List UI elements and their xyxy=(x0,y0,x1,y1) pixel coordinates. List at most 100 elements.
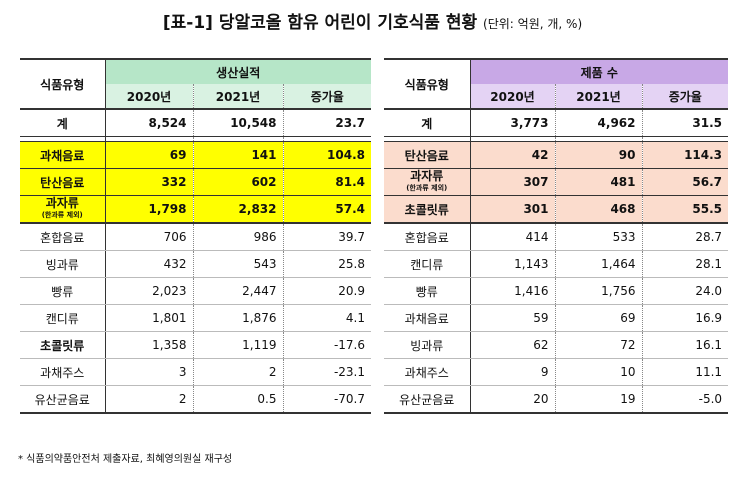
cell-value: 16.9 xyxy=(641,304,729,332)
cell-value: 114.3 xyxy=(641,141,729,169)
cell-value: 307 xyxy=(469,168,555,196)
cell-value: 414 xyxy=(469,223,555,251)
row-type: 혼합음료 xyxy=(384,223,470,251)
cell-value: 1,143 xyxy=(469,250,555,278)
cell-value: 72 xyxy=(554,331,642,359)
row-type: 계 xyxy=(384,109,470,137)
table-row: 빙과류 432 543 25.8 xyxy=(20,250,371,278)
table-row: 과채주스 9 10 11.1 xyxy=(384,358,729,386)
cell-value: 59 xyxy=(469,304,555,332)
footnote: * 식품의약품안전처 제출자료, 최혜영의원실 재구성 xyxy=(18,454,233,465)
row-type: 유산균음료 xyxy=(384,385,470,414)
cell-value: 11.1 xyxy=(641,358,729,386)
row-type: 초콜릿류 xyxy=(384,195,470,224)
column-header: 2021년 xyxy=(192,84,283,110)
cell-value: 69 xyxy=(104,141,193,169)
row-type-main: 과자류 xyxy=(45,196,79,210)
cell-value: 1,416 xyxy=(469,277,555,305)
cell-value: 602 xyxy=(192,168,283,196)
cell-value: 16.1 xyxy=(641,331,729,359)
cell-value: 543 xyxy=(192,250,283,278)
production-table: 식품유형 생산실적 2020년 2021년 증가율 계 8,524 10,548… xyxy=(20,58,371,414)
row-type: 과채주스 xyxy=(384,358,470,386)
row-type: 초콜릿류 xyxy=(20,331,105,359)
total-row: 계 8,524 10,548 23.7 xyxy=(20,109,371,137)
title-main: [표-1] 당알코올 함유 어린이 기호식품 현황 xyxy=(162,13,478,33)
table-row: 과채음료 69 141 104.8 xyxy=(20,141,371,169)
row-type: 계 xyxy=(20,109,105,137)
column-header: 2021년 xyxy=(554,84,642,110)
cell-value: 3,773 xyxy=(469,109,555,137)
row-type: 캔디류 xyxy=(384,250,470,278)
column-header: 2020년 xyxy=(469,84,555,110)
row-type: 과자류 (한과류 제외) xyxy=(384,168,470,196)
cell-value: 1,876 xyxy=(192,304,283,332)
cell-value: 432 xyxy=(104,250,193,278)
cell-value: -17.6 xyxy=(282,331,371,359)
table-row: 혼합음료 414 533 28.7 xyxy=(384,223,729,251)
row-type: 탄산음료 xyxy=(384,141,470,169)
group-header: 생산실적 xyxy=(104,58,371,84)
cell-value: 20 xyxy=(469,385,555,414)
cell-value: 481 xyxy=(554,168,642,196)
cell-value: 533 xyxy=(554,223,642,251)
table-row: 빵류 2,023 2,447 20.9 xyxy=(20,277,371,305)
cell-value: 4,962 xyxy=(554,109,642,137)
row-type: 과자류 (한과류 제외) xyxy=(20,195,105,224)
cell-value: 31.5 xyxy=(641,109,729,137)
table-row: 캔디류 1,801 1,876 4.1 xyxy=(20,304,371,332)
cell-value: 141 xyxy=(192,141,283,169)
row-type: 유산균음료 xyxy=(20,385,105,414)
cell-value: 301 xyxy=(469,195,555,224)
row-type: 빙과류 xyxy=(384,331,470,359)
cell-value: 69 xyxy=(554,304,642,332)
table-row: 탄산음료 42 90 114.3 xyxy=(384,141,729,169)
column-header: 2020년 xyxy=(104,84,193,110)
cell-value: 706 xyxy=(104,223,193,251)
table-row: 초콜릿류 301 468 55.5 xyxy=(384,195,729,224)
table-row: 유산균음료 2 0.5 -70.7 xyxy=(20,385,371,414)
table-row: 과채음료 59 69 16.9 xyxy=(384,304,729,332)
cell-value: 1,756 xyxy=(554,277,642,305)
cell-value: 2,447 xyxy=(192,277,283,305)
cell-value: 0.5 xyxy=(192,385,283,414)
row-type-main: 과자류 xyxy=(410,169,444,183)
row-type: 혼합음료 xyxy=(20,223,105,251)
product-count-table: 식품유형 제품 수 2020년 2021년 증가율 계 3,773 4,962 … xyxy=(384,58,729,414)
type-header: 식품유형 xyxy=(20,58,105,110)
type-header: 식품유형 xyxy=(384,58,470,110)
table-row: 빙과류 62 72 16.1 xyxy=(384,331,729,359)
cell-value: 81.4 xyxy=(282,168,371,196)
cell-value: 1,464 xyxy=(554,250,642,278)
cell-value: 1,798 xyxy=(104,195,193,224)
cell-value: 42 xyxy=(469,141,555,169)
table-row: 탄산음료 332 602 81.4 xyxy=(20,168,371,196)
cell-value: 1,801 xyxy=(104,304,193,332)
title-unit: (단위: 억원, 개, %) xyxy=(483,17,583,31)
cell-value: 1,358 xyxy=(104,331,193,359)
table-row: 과자류 (한과류 제외) 307 481 56.7 xyxy=(384,168,729,196)
table-row: 혼합음료 706 986 39.7 xyxy=(20,223,371,251)
cell-value: 39.7 xyxy=(282,223,371,251)
row-type: 빙과류 xyxy=(20,250,105,278)
table-row: 과채주스 3 2 -23.1 xyxy=(20,358,371,386)
cell-value: 23.7 xyxy=(282,109,371,137)
row-type: 과채주스 xyxy=(20,358,105,386)
row-type: 과채음료 xyxy=(384,304,470,332)
cell-value: 90 xyxy=(554,141,642,169)
cell-value: 2 xyxy=(192,358,283,386)
total-row: 계 3,773 4,962 31.5 xyxy=(384,109,729,137)
cell-value: -23.1 xyxy=(282,358,371,386)
cell-value: 20.9 xyxy=(282,277,371,305)
cell-value: 332 xyxy=(104,168,193,196)
row-type-note: (한과류 제외) xyxy=(406,184,448,192)
cell-value: 57.4 xyxy=(282,195,371,224)
cell-value: 8,524 xyxy=(104,109,193,137)
cell-value: 24.0 xyxy=(641,277,729,305)
group-header: 제품 수 xyxy=(469,58,729,84)
cell-value: 28.7 xyxy=(641,223,729,251)
cell-value: 3 xyxy=(104,358,193,386)
row-type: 과채음료 xyxy=(20,141,105,169)
cell-value: 56.7 xyxy=(641,168,729,196)
row-type: 캔디류 xyxy=(20,304,105,332)
